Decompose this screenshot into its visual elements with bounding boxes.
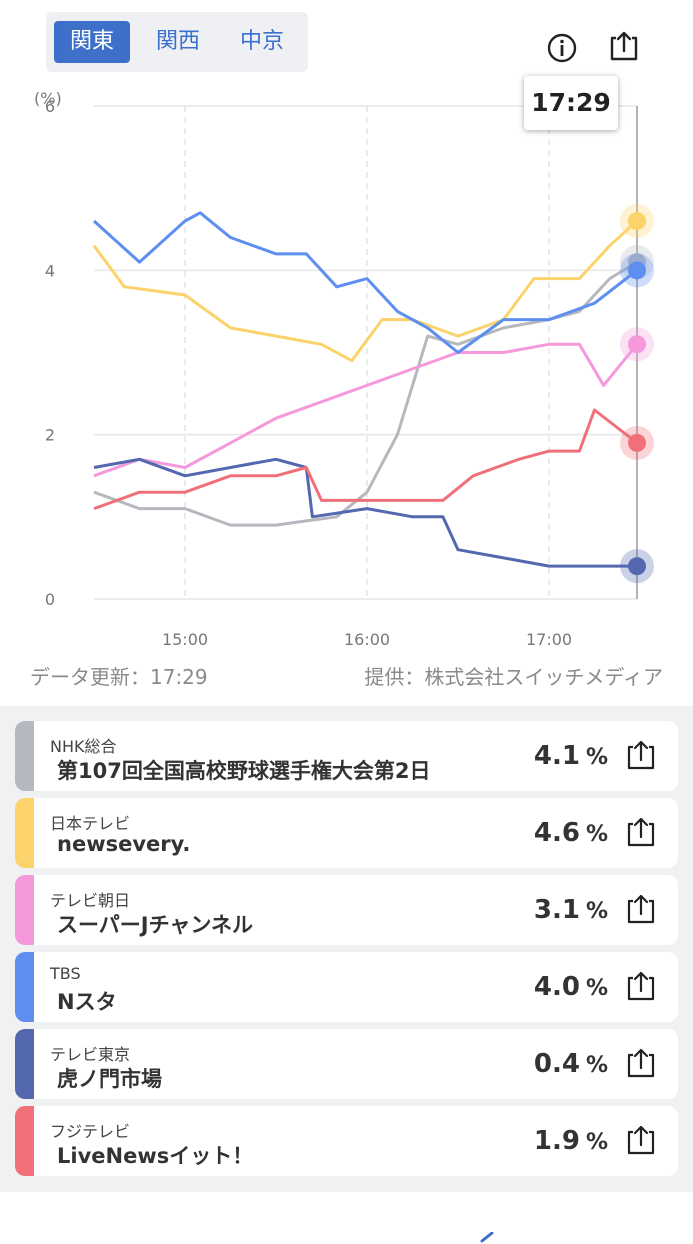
series-line — [93, 457, 637, 568]
channel-name: テレビ朝日 — [50, 891, 131, 910]
program-title: 第107回全国高校野球選手権大会第2日 — [57, 759, 431, 783]
audience-rating-chart: 0 2 4 6 15:00 16:00 17:00 (%) — [34, 89, 654, 649]
rating-unit: % — [585, 976, 608, 1001]
channel-name: NHK総合 — [50, 737, 117, 756]
channel-name: テレビ東京 — [50, 1045, 131, 1064]
rating-unit: % — [585, 745, 608, 770]
series-line — [93, 260, 638, 527]
y-tick-label: 0 — [45, 590, 55, 609]
program-title: スーパーJチャンネル — [57, 913, 253, 937]
rating-value: 0.4% — [534, 1049, 608, 1079]
channel-card-fujitv[interactable]: フジテレビ LiveNewsイット！ 1.9% — [15, 1106, 678, 1176]
share-icon[interactable] — [624, 1046, 658, 1080]
time-tooltip: 17:29 — [524, 76, 618, 130]
series-end-point — [628, 433, 646, 452]
channel-card-tvasahi[interactable]: テレビ朝日 スーパーJチャンネル 3.1% — [15, 875, 678, 945]
update-time: データ更新：17:29 — [30, 665, 208, 689]
rating-number: 3.1 — [533, 895, 580, 925]
series-end-point — [628, 335, 646, 354]
channel-color-bar — [15, 1106, 34, 1176]
rating-number: 4.1 — [533, 741, 580, 771]
channel-color-bar — [15, 952, 34, 1022]
rating-value: 4.1% — [534, 741, 608, 771]
provider-credit: 提供：株式会社スイッチメディア — [364, 665, 663, 689]
program-title: newsevery. — [57, 832, 191, 856]
channel-card-ntv[interactable]: 日本テレビ newsevery. 4.6% — [15, 798, 678, 868]
channel-card-nhk[interactable]: NHK総合 第107回全国高校野球選手権大会第2日 4.1% — [15, 721, 678, 791]
channel-list: NHK総合 第107回全国高校野球選手権大会第2日 4.1% 日本テレビ new… — [0, 706, 693, 1192]
channel-color-bar — [15, 721, 34, 791]
rating-unit: % — [585, 899, 608, 924]
rating-value: 3.1% — [534, 895, 608, 925]
x-tick-label: 16:00 — [344, 630, 390, 649]
share-icon[interactable] — [624, 1123, 658, 1157]
series-end-point — [628, 261, 646, 280]
rating-number: 4.6 — [533, 818, 580, 848]
series-end-point — [628, 557, 646, 576]
channel-name: 日本テレビ — [50, 814, 131, 833]
series-end-point — [628, 212, 646, 231]
tab-kanto[interactable]: 関東 — [54, 21, 130, 63]
series-line — [92, 219, 639, 363]
info-icon[interactable] — [545, 31, 579, 65]
x-tick-label: 17:00 — [526, 630, 572, 649]
rating-number: 1.9 — [533, 1126, 580, 1156]
rating-value: 4.6% — [534, 818, 608, 848]
y-tick-label: 4 — [45, 261, 55, 280]
y-unit-label: (%) — [34, 89, 62, 108]
share-icon[interactable] — [624, 892, 658, 926]
y-tick-label: 2 — [45, 426, 55, 445]
rating-value: 4.0% — [534, 972, 608, 1002]
y-tick-label: 6 — [45, 97, 55, 116]
channel-name: フジテレビ — [50, 1122, 131, 1141]
program-title: Nスタ — [57, 990, 117, 1014]
rating-value: 1.9% — [534, 1126, 608, 1156]
rating-unit: % — [585, 1130, 608, 1155]
share-icon[interactable] — [624, 815, 658, 849]
channel-color-bar — [15, 1029, 34, 1099]
series-line — [93, 408, 638, 511]
rating-number: 0.4 — [533, 1049, 580, 1079]
share-icon[interactable] — [607, 29, 641, 63]
channel-card-tvtokyo[interactable]: テレビ東京 虎ノ門市場 0.4% — [15, 1029, 678, 1099]
tab-kansai[interactable]: 関西 — [155, 29, 200, 54]
back-arrow-icon[interactable] — [478, 1232, 494, 1244]
series-line — [92, 211, 638, 354]
share-icon[interactable] — [624, 969, 658, 1003]
channel-card-tbs[interactable]: TBS Nスタ 4.0% — [15, 952, 678, 1022]
series-line — [93, 342, 639, 478]
bottom-bar — [0, 1192, 693, 1244]
channel-color-bar — [15, 798, 34, 868]
x-tick-label: 15:00 — [162, 630, 208, 649]
tab-chukyo[interactable]: 中京 — [239, 29, 284, 54]
rating-unit: % — [585, 822, 608, 847]
rating-unit: % — [585, 1053, 608, 1078]
channel-name: TBS — [50, 964, 81, 983]
region-tabs: 関東 関西 中京 — [46, 12, 308, 72]
rating-number: 4.0 — [533, 972, 580, 1002]
channel-color-bar — [15, 875, 34, 945]
program-title: 虎ノ門市場 — [57, 1067, 162, 1091]
program-title: LiveNewsイット！ — [57, 1144, 254, 1168]
share-icon[interactable] — [624, 738, 658, 772]
